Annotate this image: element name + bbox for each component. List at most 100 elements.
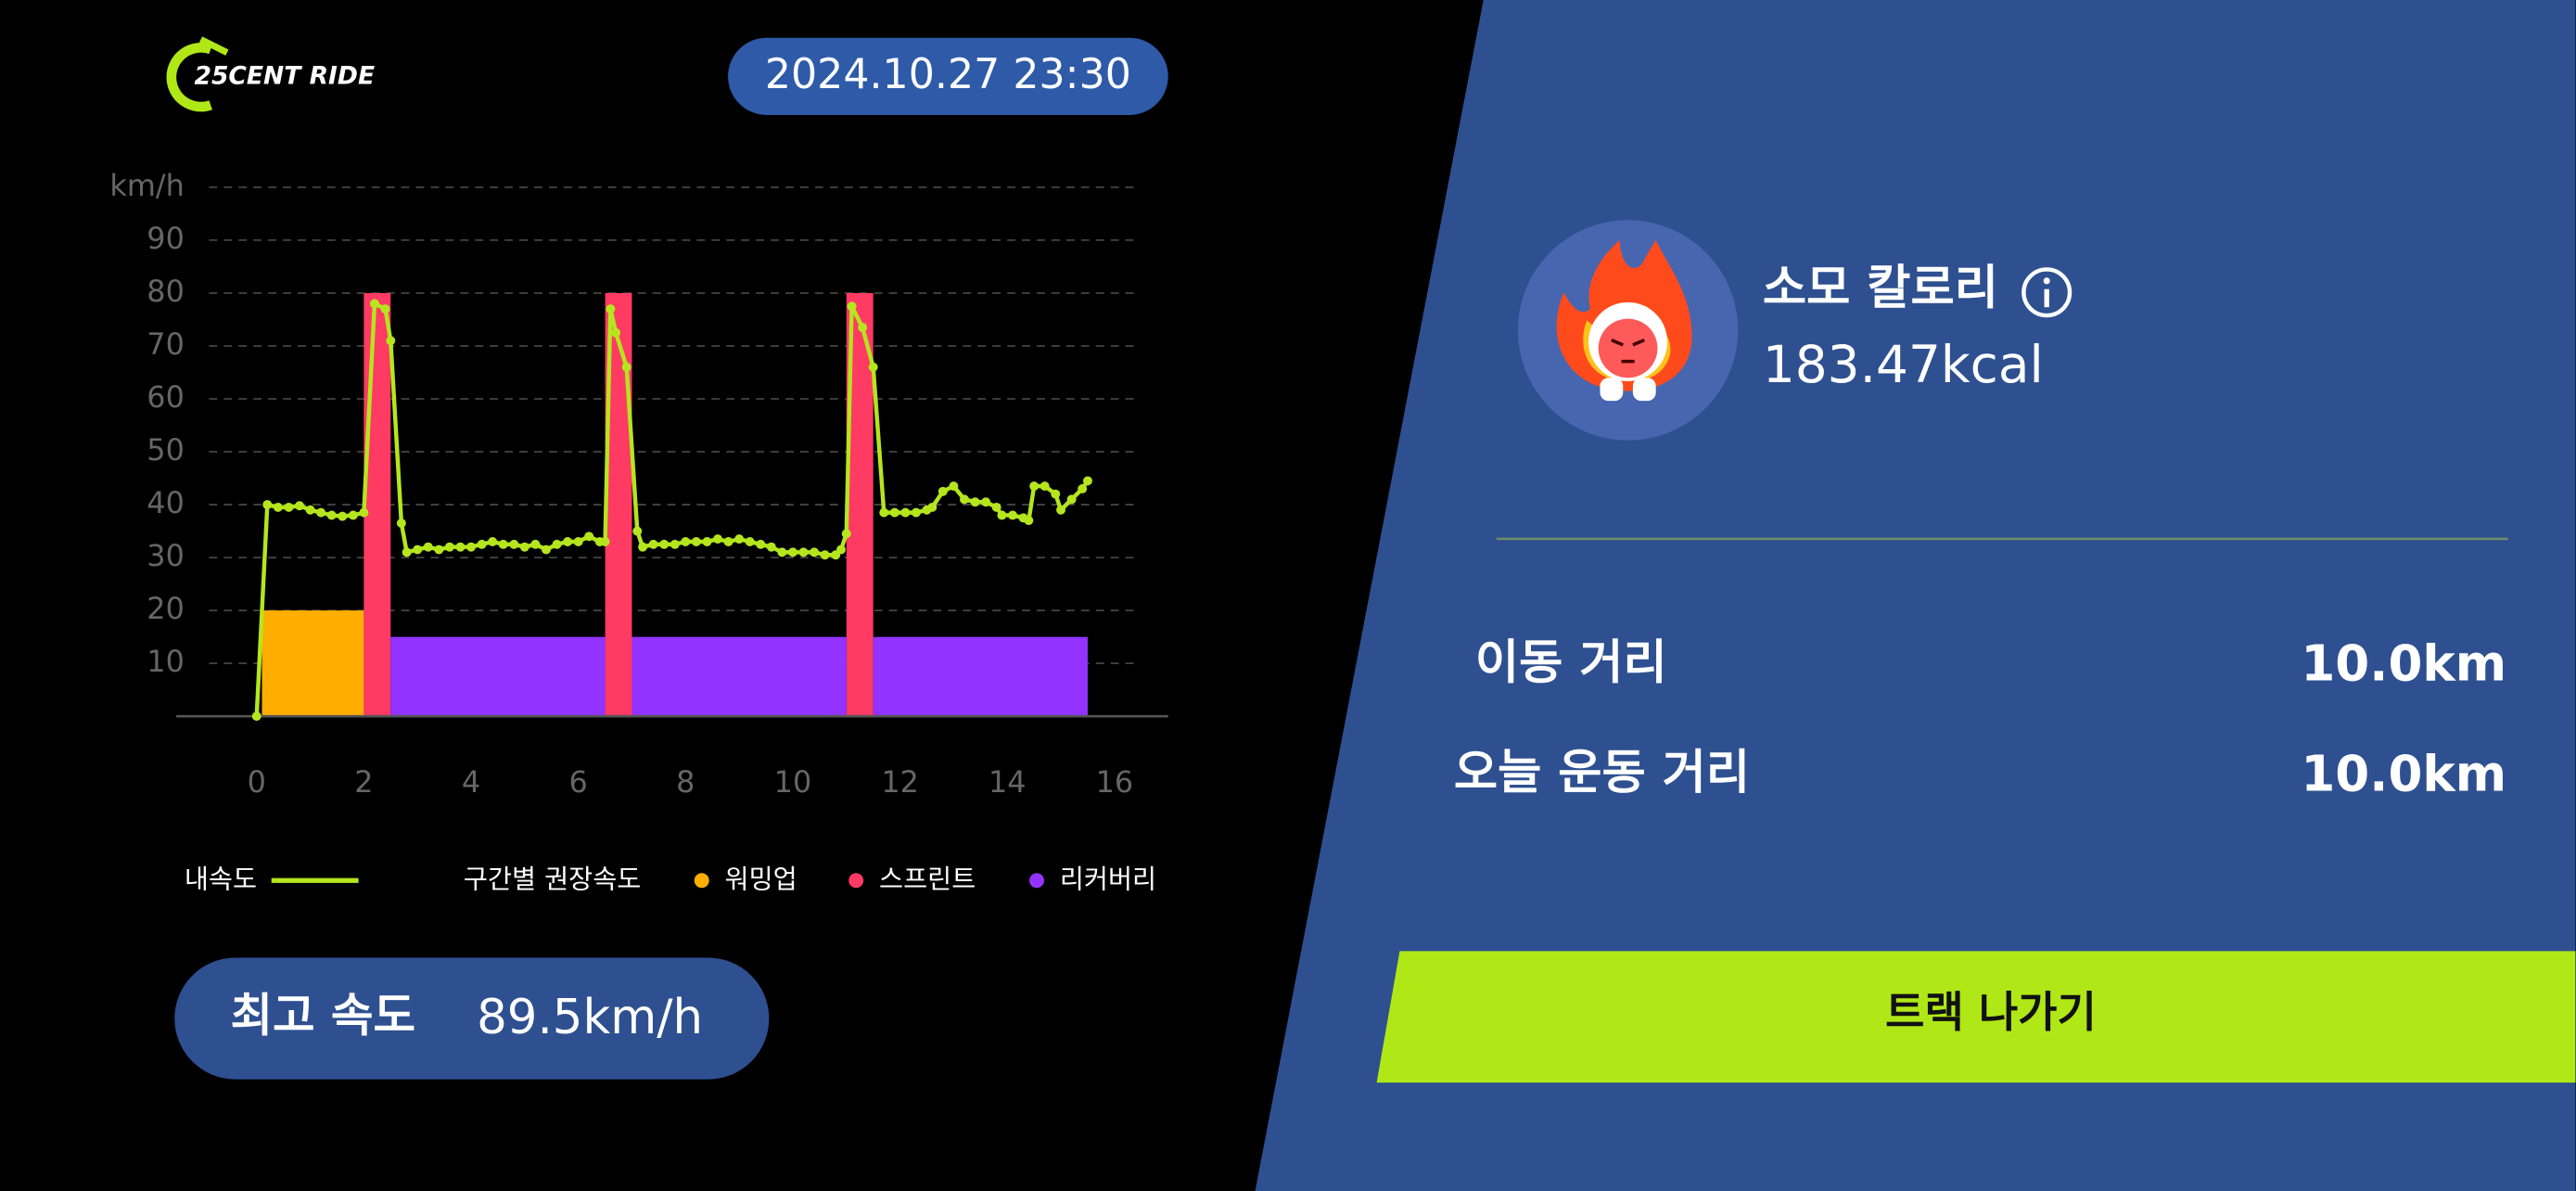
x-tick-label: 4 [462,764,480,800]
speed-point [305,505,315,515]
speed-point [1083,476,1092,486]
logo-stroke [198,36,229,56]
speed-point [991,502,1001,512]
speed-point [584,531,594,542]
speed-point [386,336,396,346]
speed-point [638,542,648,552]
button-bg[interactable] [1376,951,2576,1083]
legend-label: 내속도 [185,864,257,894]
speed-point [621,362,631,372]
speed-point [734,534,745,544]
speed-point [1056,505,1066,515]
speed-point [573,537,583,546]
y-tick-label: 30 [147,538,185,573]
speed-point [1008,510,1017,520]
speed-point [1066,494,1077,505]
zone-bar [631,636,847,717]
speed-point [1039,481,1050,492]
legend-label: 리커버리 [1060,864,1156,894]
zone-bar [363,292,391,717]
speed-point [981,497,991,507]
hand-right [1632,378,1656,402]
speed-point [509,539,519,549]
speed-point [444,542,454,552]
legend-dot [1029,873,1045,889]
zone-bar [261,610,364,717]
speed-point [488,537,498,546]
speed-point [691,537,701,546]
stat-label: 이동 거리 [1475,634,1667,690]
logo-mark [166,43,212,112]
speed-point [338,511,348,521]
calorie-value: 183.47kcal [1763,335,2044,394]
speed-point [949,481,959,492]
speed-point [788,547,797,557]
max-speed-value: 89.5km/h [477,990,703,1045]
exit-track-button[interactable]: 트랙 나가기 [1376,951,2576,1083]
speed-point [396,519,406,528]
speed-point [563,537,573,546]
speed-chart: km/h 90 80 70 60 50 40 30 20 10 0 2 4 6 8 10 12 14 16 내속도 구간… [109,168,1168,894]
speed-point [648,539,658,549]
speed-point [681,537,691,546]
legend-dot [848,873,864,889]
speed-point [911,507,921,518]
speed-point [348,510,358,520]
speed-point [251,711,261,722]
speed-point [879,507,889,518]
speed-point [519,542,529,552]
legend-group-title: 구간별 권장속도 [464,864,641,894]
x-tick-label: 6 [569,764,588,800]
info-dot [2043,277,2050,285]
speed-point [466,542,476,552]
zone-bar [390,636,606,717]
speed-point [836,544,846,555]
speed-point [937,486,948,496]
max-speed-pill [174,957,770,1080]
stat-value: 10.0km [2301,745,2506,802]
x-tick-label: 10 [774,764,812,800]
speed-point [777,547,787,557]
datetime-pill [728,37,1168,115]
speed-point [402,547,412,557]
speed-point [970,497,980,507]
x-tick-label: 16 [1096,764,1134,800]
speed-point [1078,483,1088,493]
speed-point [820,550,830,560]
speed-point [600,537,610,546]
speed-point [1029,481,1039,492]
max-speed-label: 최고 속도 [230,989,415,1043]
speed-point [542,544,551,555]
speed-point [702,537,712,546]
speed-point [756,539,766,549]
stat-value: 10.0km [2301,635,2506,693]
speed-point [889,507,899,518]
calorie-title: 소모 칼로리 [1763,260,1998,315]
y-tick-label: 80 [147,274,185,309]
legend-dot [694,873,709,889]
speed-point [530,539,541,549]
speed-point [745,537,755,546]
speed-point [723,537,733,546]
speed-point [632,526,643,536]
speed-point [316,507,326,518]
speed-point [659,539,670,549]
speed-point [810,547,820,557]
button-label[interactable]: 트랙 나가기 [1885,987,2097,1037]
eye-right [1632,338,1646,347]
x-tick-label: 8 [676,764,695,800]
speed-point [900,507,911,518]
speed-point [927,502,937,512]
speed-point [380,304,390,314]
speed-point [369,299,379,309]
stat-label: 오늘 운동 거리 [1454,745,1750,800]
info-circle[interactable] [2021,267,2072,318]
info-icon[interactable] [2021,267,2072,318]
x-tick-label: 0 [248,764,266,800]
speed-point [552,539,562,549]
speed-point [326,510,337,520]
speed-point [262,500,273,510]
speed-point [868,362,878,372]
eye-left [1611,338,1624,347]
y-tick-label: 10 [147,644,185,679]
